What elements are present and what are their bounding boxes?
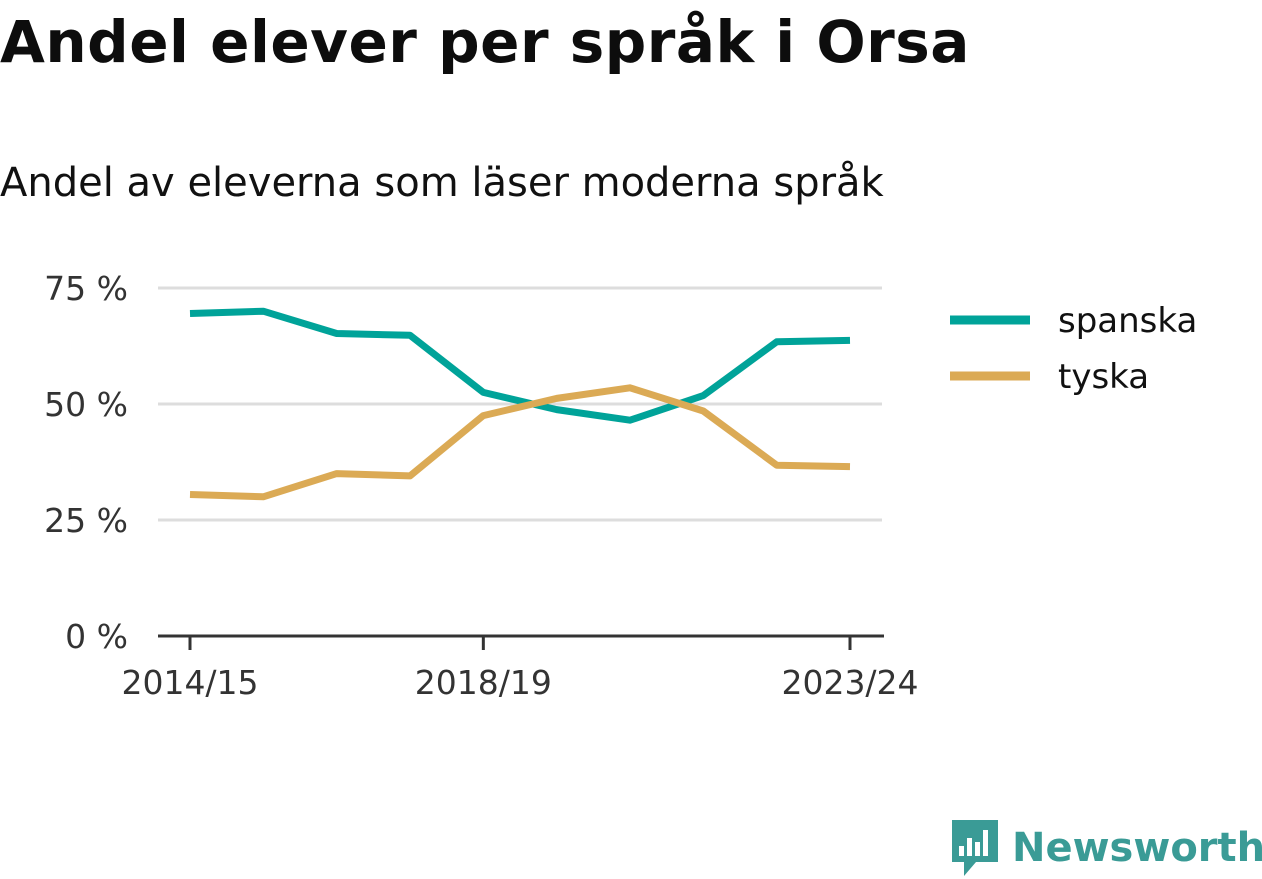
x-tick-label: 2014/15 [121, 663, 258, 702]
chart-subtitle: Andel av eleverna som läser moderna språ… [0, 160, 884, 206]
y-axis-tick-labels: 0 % 25 % 50 % 75 % [44, 269, 128, 656]
y-tick-label: 75 % [44, 269, 128, 308]
chart-title: Andel elever per språk i Orsa [0, 8, 970, 76]
legend: spanska tyska [950, 301, 1197, 397]
y-tick-label: 25 % [44, 501, 128, 540]
series-lines [189, 307, 851, 501]
series-line-tyska [189, 384, 851, 501]
legend-label-spanska: spanska [1058, 301, 1197, 341]
brand-name: Newsworthy [1012, 825, 1262, 871]
brand-logo: Newsworthy [950, 818, 1262, 878]
y-tick-label: 50 % [44, 385, 128, 424]
y-tick-label: 0 % [65, 617, 128, 656]
x-axis: 2014/15 2018/19 2023/24 [121, 634, 919, 702]
series-line-spanska [189, 307, 851, 424]
x-tick-label: 2018/19 [415, 663, 552, 702]
newsworthy-logo-icon [952, 820, 998, 876]
x-tick-label: 2023/24 [781, 663, 918, 702]
legend-label-tyska: tyska [1058, 357, 1149, 397]
